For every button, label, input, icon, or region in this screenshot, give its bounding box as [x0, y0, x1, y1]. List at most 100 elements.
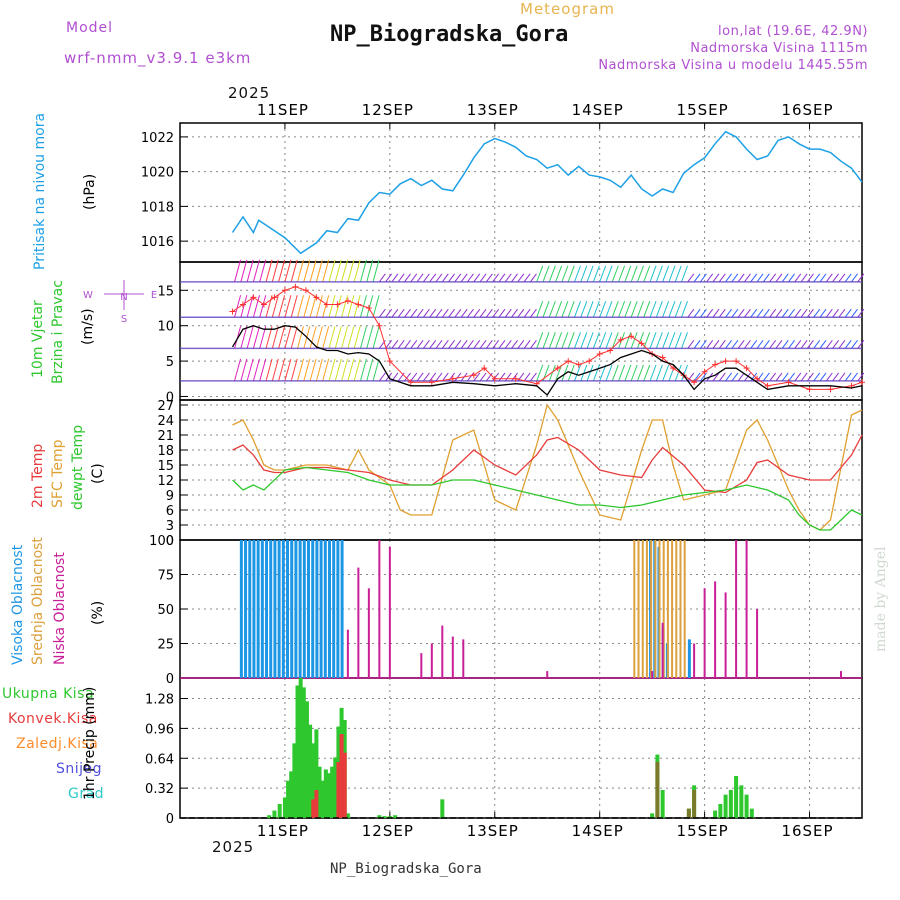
wind-barb [781, 372, 789, 382]
wind-barb [404, 372, 411, 382]
wind-barb [800, 340, 808, 349]
wind-barb [668, 301, 676, 318]
wind-barb [725, 372, 732, 382]
conv-precip-bar [339, 734, 344, 818]
total-precip-bar [739, 785, 744, 818]
wind-barb [485, 372, 493, 382]
wind-barb [630, 332, 638, 349]
legend-total-rain: Ukupna Kisa [2, 686, 95, 702]
wind-barb [246, 358, 254, 382]
wind-barb [681, 265, 689, 282]
low-cloud-bar [756, 609, 759, 678]
wind-gust-marker [323, 301, 330, 308]
wind-barb [649, 301, 657, 318]
wind-barb [410, 372, 418, 382]
high-cloud-bar [286, 540, 290, 678]
model-name: wrf-nmm_v3.9.1 e3km [64, 49, 252, 67]
wind-barb [851, 308, 858, 318]
wind-barb [838, 372, 846, 382]
wind-barb [322, 259, 330, 282]
x-date-label-bottom: 14SEP [572, 822, 624, 840]
temp-2m-line [232, 434, 863, 494]
wind-barb [693, 273, 701, 283]
wind-direction-band [180, 358, 865, 382]
wind-barb [297, 326, 304, 349]
low-cloud-bar [724, 592, 727, 678]
wind-gust-marker [449, 375, 456, 382]
wind-barb [259, 358, 267, 382]
wind-barb [775, 372, 783, 382]
wind-barb [536, 301, 544, 318]
wind-barb [781, 273, 789, 283]
compass-west: W [83, 290, 93, 301]
total-precip-bar [377, 815, 382, 818]
wind-barb [687, 273, 695, 283]
wind-speed-line [231, 325, 863, 396]
high-cloud-bar [265, 540, 269, 678]
low-cloud-bar [661, 622, 664, 678]
wind-gust-marker [754, 375, 761, 382]
high-cloud-bar [290, 540, 294, 678]
wind-barb [762, 372, 770, 382]
total-precip-bar [272, 810, 277, 818]
wind-barb [416, 308, 424, 318]
wind-barb [681, 364, 689, 382]
wind-barb [290, 295, 298, 318]
wind-barb [391, 340, 399, 349]
wind-barb [851, 372, 858, 382]
wind-barb [530, 273, 537, 283]
wind-barb [517, 308, 525, 318]
wind-barb [807, 372, 814, 382]
wind-barb [334, 259, 342, 282]
wind-barb [832, 372, 840, 382]
compass-east: E [151, 290, 157, 301]
low-cloud-bar [430, 643, 433, 678]
wind-barb [674, 332, 682, 349]
wind-barb [599, 332, 607, 349]
wind-barb [511, 340, 518, 349]
wind-barb [347, 358, 355, 382]
wind-barb [655, 332, 663, 349]
wind-barb [246, 295, 254, 318]
wind-barb [599, 265, 607, 282]
wind-barb [423, 372, 430, 382]
wind-barb [819, 273, 827, 283]
wind-barb [517, 340, 525, 349]
total-precip-bar [308, 724, 313, 818]
wind-barb [624, 265, 632, 282]
x-date-label-bottom: 16SEP [781, 822, 833, 840]
wind-barb [794, 273, 802, 283]
wind-barb [611, 332, 619, 349]
wind-barb [643, 265, 651, 282]
wind-direction-band [180, 295, 865, 318]
wind-barb [441, 340, 449, 349]
wind-barb [353, 295, 361, 318]
wind-gust-marker [764, 382, 771, 389]
wind-barb [492, 372, 500, 382]
wind-barb [517, 273, 525, 283]
wind-gust-marker [733, 358, 740, 365]
wind-barb [819, 340, 827, 349]
wind-barb [265, 326, 273, 349]
wind-barb [851, 273, 858, 283]
wind-barb [315, 259, 323, 282]
wind-barb [460, 340, 468, 349]
total-precip-bar [382, 816, 387, 818]
low-cloud-bar [745, 540, 748, 678]
wind-barb [240, 259, 248, 282]
y-tick-label: 1016 [141, 235, 174, 250]
wind-barb [385, 308, 393, 318]
wind-barb [315, 358, 323, 382]
low-cloud-bar [346, 629, 349, 678]
wind-barb [297, 358, 304, 382]
total-precip-bar [286, 780, 291, 818]
wind-gust-marker [722, 358, 729, 365]
wind-barb [574, 332, 581, 349]
legend-hail: Grad [68, 786, 105, 802]
wind-barb [303, 259, 311, 282]
mid-cloud-bar [666, 540, 669, 678]
wind-barb [750, 372, 758, 382]
wind-barb [687, 372, 695, 382]
wind-barb [441, 308, 449, 318]
